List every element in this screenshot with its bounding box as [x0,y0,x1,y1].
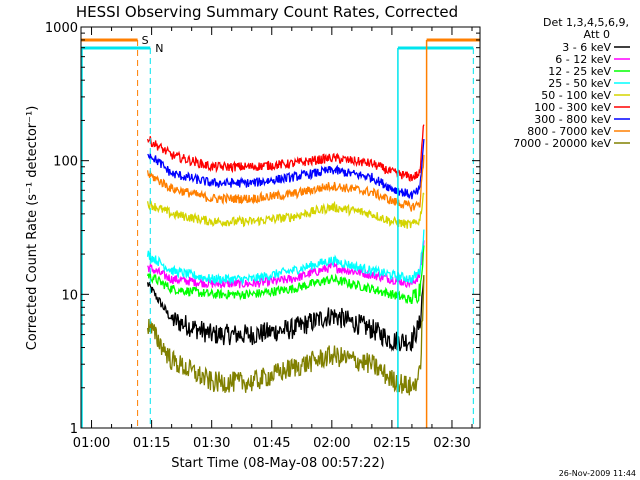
plot-frame [80,26,481,429]
y-tick-label: 1 [70,422,78,437]
series-line-9 [146,275,425,396]
legend-label: 6 - 12 keV [555,53,611,66]
y-tick-label: 1000 [45,21,78,36]
x-tick-label: 01:30 [193,436,230,451]
legend-label: 7000 - 20000 keV [513,137,611,150]
legend-label: 12 - 25 keV [548,65,611,78]
series-line-3 [146,245,425,305]
legend-label: 800 - 7000 keV [527,125,611,138]
plot-area: SN [81,34,480,428]
series-line-4 [146,229,425,286]
x-tick-label: 02:00 [313,436,350,451]
series-line-1 [146,275,425,352]
footer-timestamp: 26-Nov-2009 11:44 [559,469,636,478]
legend-label: 100 - 300 keV [534,101,611,114]
y-tick-label: 100 [53,155,78,170]
axes: 01:00 01:15 01:30 01:45 02:00 02:15 02:30 1 10 10… [45,21,481,451]
legend-header-line-1: Det 1,3,4,5,6,9, [543,16,629,29]
night-flag-label: N [155,42,163,55]
x-tick-label: 01:45 [253,436,290,451]
x-tick-label: 01:15 [133,436,170,451]
chart-title: HESSI Observing Summary Count Rates, Cor… [76,3,458,21]
series-line-2 [147,240,425,289]
legend-label: 3 - 6 keV [562,41,611,54]
legend-label: 25 - 50 keV [548,77,611,90]
legend-label: 300 - 800 keV [534,113,611,126]
x-tick-label: 02:30 [433,436,470,451]
x-tick-label: 02:15 [373,436,410,451]
x-axis-label: Start Time (08-May-08 00:57:22) [171,456,385,471]
saa-flag-label: S [142,34,149,47]
series-line-8 [146,154,425,212]
legend-label: 50 - 100 keV [541,89,611,102]
series-line-7 [147,138,425,200]
y-tick-label: 10 [61,288,78,303]
series-line-6 [146,124,425,182]
x-tick-label: 01:00 [73,436,110,451]
y-axis-label: Corrected Count Rate (s⁻¹ detector⁻¹) [25,106,40,351]
legend-header-line-2: Att 0 [584,28,610,41]
series-line-5 [146,192,425,229]
